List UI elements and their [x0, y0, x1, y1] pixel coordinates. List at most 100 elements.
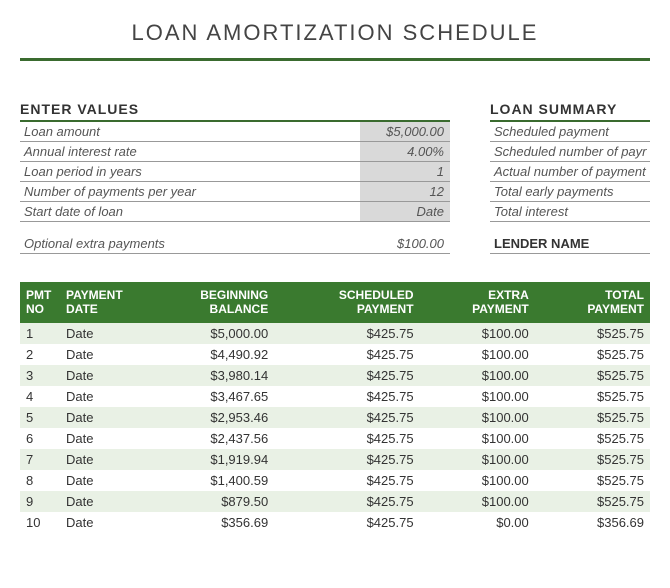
- enter-values-row: Loan amount$5,000.00: [20, 122, 450, 142]
- table-column-header: PAYMENTDATE: [60, 282, 140, 323]
- table-cell: $425.75: [274, 449, 419, 470]
- table-cell: $100.00: [420, 386, 535, 407]
- extra-payments-value[interactable]: $100.00: [360, 234, 450, 253]
- table-cell: $5,000.00: [140, 323, 274, 344]
- table-cell: Date: [60, 512, 140, 533]
- table-cell: $525.75: [535, 491, 650, 512]
- table-cell: Date: [60, 323, 140, 344]
- top-section: ENTER VALUES Loan amount$5,000.00Annual …: [20, 101, 650, 254]
- table-cell: $525.75: [535, 365, 650, 386]
- table-cell: $100.00: [420, 491, 535, 512]
- enter-values-value[interactable]: Date: [360, 202, 450, 221]
- table-cell: $425.75: [274, 512, 419, 533]
- table-cell: $1,919.94: [140, 449, 274, 470]
- table-cell: Date: [60, 365, 140, 386]
- table-cell: $100.00: [420, 470, 535, 491]
- table-cell: Date: [60, 428, 140, 449]
- loan-summary-row: Scheduled payment: [490, 122, 650, 142]
- table-cell: 9: [20, 491, 60, 512]
- table-row: 2Date$4,490.92$425.75$100.00$525.75: [20, 344, 650, 365]
- enter-values-value[interactable]: 12: [360, 182, 450, 201]
- enter-values-row: Start date of loanDate: [20, 202, 450, 222]
- table-row: 5Date$2,953.46$425.75$100.00$525.75: [20, 407, 650, 428]
- table-cell: $0.00: [420, 512, 535, 533]
- table-cell: $1,400.59: [140, 470, 274, 491]
- table-cell: $100.00: [420, 449, 535, 470]
- table-header-row: PMTNOPAYMENTDATEBEGINNINGBALANCESCHEDULE…: [20, 282, 650, 323]
- table-column-header: SCHEDULEDPAYMENT: [274, 282, 419, 323]
- table-cell: $425.75: [274, 386, 419, 407]
- enter-values-label: Loan amount: [20, 122, 360, 141]
- table-cell: $525.75: [535, 344, 650, 365]
- loan-summary-heading: LOAN SUMMARY: [490, 101, 650, 122]
- table-row: 6Date$2,437.56$425.75$100.00$525.75: [20, 428, 650, 449]
- table-cell: 3: [20, 365, 60, 386]
- table-row: 1Date$5,000.00$425.75$100.00$525.75: [20, 323, 650, 344]
- loan-summary-row: Total early payments: [490, 182, 650, 202]
- table-cell: $3,980.14: [140, 365, 274, 386]
- table-cell: $425.75: [274, 365, 419, 386]
- table-cell: $525.75: [535, 407, 650, 428]
- table-cell: $525.75: [535, 470, 650, 491]
- enter-values-value[interactable]: 4.00%: [360, 142, 450, 161]
- table-cell: $425.75: [274, 407, 419, 428]
- table-cell: 2: [20, 344, 60, 365]
- table-cell: $100.00: [420, 365, 535, 386]
- enter-values-label: Start date of loan: [20, 202, 360, 221]
- table-cell: $425.75: [274, 323, 419, 344]
- table-cell: $100.00: [420, 407, 535, 428]
- table-cell: $525.75: [535, 428, 650, 449]
- table-cell: $2,953.46: [140, 407, 274, 428]
- table-cell: 1: [20, 323, 60, 344]
- table-cell: $100.00: [420, 344, 535, 365]
- enter-values-panel: ENTER VALUES Loan amount$5,000.00Annual …: [20, 101, 450, 254]
- page-title: LOAN AMORTIZATION SCHEDULE: [20, 20, 650, 61]
- table-cell: $3,467.65: [140, 386, 274, 407]
- table-column-header: TOTALPAYMENT: [535, 282, 650, 323]
- table-cell: Date: [60, 491, 140, 512]
- table-row: 10Date$356.69$425.75$0.00$356.69: [20, 512, 650, 533]
- table-column-header: BEGINNINGBALANCE: [140, 282, 274, 323]
- table-cell: Date: [60, 470, 140, 491]
- table-cell: $525.75: [535, 323, 650, 344]
- table-cell: $100.00: [420, 428, 535, 449]
- enter-values-label: Loan period in years: [20, 162, 360, 181]
- table-cell: $425.75: [274, 344, 419, 365]
- table-cell: $425.75: [274, 470, 419, 491]
- enter-values-row: Number of payments per year12: [20, 182, 450, 202]
- table-cell: $356.69: [535, 512, 650, 533]
- table-cell: Date: [60, 344, 140, 365]
- table-cell: $425.75: [274, 428, 419, 449]
- enter-values-row: Loan period in years1: [20, 162, 450, 182]
- enter-values-label: Annual interest rate: [20, 142, 360, 161]
- table-cell: $425.75: [274, 491, 419, 512]
- table-cell: Date: [60, 386, 140, 407]
- table-cell: Date: [60, 449, 140, 470]
- table-cell: 8: [20, 470, 60, 491]
- table-row: 4Date$3,467.65$425.75$100.00$525.75: [20, 386, 650, 407]
- enter-values-row: Annual interest rate4.00%: [20, 142, 450, 162]
- table-cell: Date: [60, 407, 140, 428]
- enter-values-value[interactable]: $5,000.00: [360, 122, 450, 141]
- table-cell: $879.50: [140, 491, 274, 512]
- table-cell: 7: [20, 449, 60, 470]
- loan-summary-row: Scheduled number of payr: [490, 142, 650, 162]
- table-row: 9Date$879.50$425.75$100.00$525.75: [20, 491, 650, 512]
- table-cell: 5: [20, 407, 60, 428]
- loan-summary-row: Total interest: [490, 202, 650, 222]
- table-cell: $525.75: [535, 386, 650, 407]
- table-cell: $356.69: [140, 512, 274, 533]
- table-cell: 6: [20, 428, 60, 449]
- table-row: 8Date$1,400.59$425.75$100.00$525.75: [20, 470, 650, 491]
- table-cell: $4,490.92: [140, 344, 274, 365]
- amortization-table: PMTNOPAYMENTDATEBEGINNINGBALANCESCHEDULE…: [20, 282, 650, 533]
- extra-payments-label: Optional extra payments: [20, 234, 360, 253]
- loan-summary-panel: LOAN SUMMARY Scheduled paymentScheduled …: [490, 101, 650, 254]
- table-row: 3Date$3,980.14$425.75$100.00$525.75: [20, 365, 650, 386]
- table-cell: $525.75: [535, 449, 650, 470]
- table-row: 7Date$1,919.94$425.75$100.00$525.75: [20, 449, 650, 470]
- loan-summary-row: Actual number of payment: [490, 162, 650, 182]
- table-cell: 4: [20, 386, 60, 407]
- enter-values-value[interactable]: 1: [360, 162, 450, 181]
- table-cell: $2,437.56: [140, 428, 274, 449]
